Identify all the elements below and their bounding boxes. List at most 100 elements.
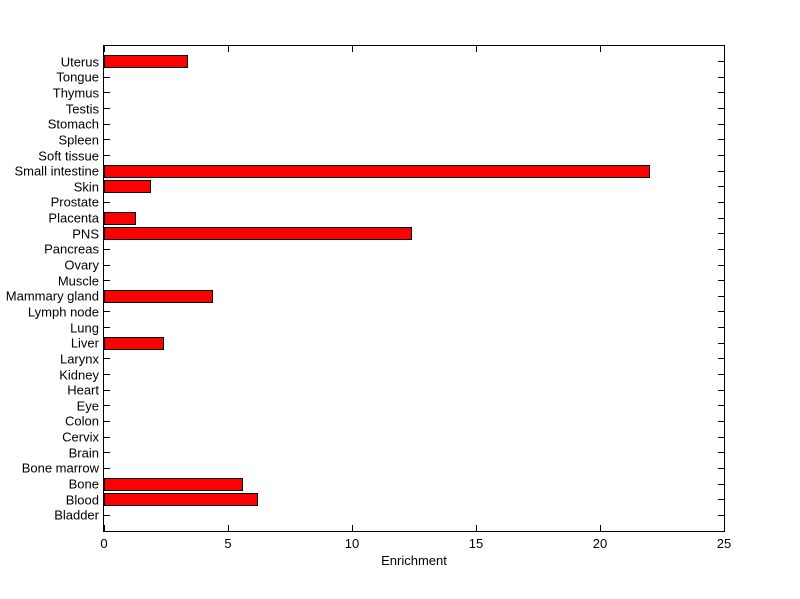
bar — [104, 211, 137, 225]
x-tick-bottom — [103, 525, 105, 531]
y-tick-left — [104, 514, 110, 516]
x-tick-top — [227, 46, 229, 52]
y-tick-right — [718, 61, 724, 63]
x-tick-bottom — [723, 525, 725, 531]
y-tick-right — [718, 123, 724, 125]
x-tick-top — [475, 46, 477, 52]
x-tick-label: 25 — [716, 536, 732, 551]
bar — [104, 227, 412, 241]
x-tick-label: 5 — [224, 536, 232, 551]
bar — [104, 477, 243, 491]
y-tick-right — [718, 170, 724, 172]
y-tick-left — [104, 76, 110, 78]
y-axis-label: Placenta — [48, 210, 99, 226]
y-axis-label: Testis — [65, 101, 99, 117]
y-tick-right — [718, 280, 724, 282]
x-tick-top — [599, 46, 601, 52]
y-tick-right — [718, 358, 724, 360]
y-axis-label: Brain — [68, 445, 99, 461]
x-tick-top — [723, 46, 725, 52]
y-tick-right — [718, 389, 724, 391]
y-tick-right — [718, 436, 724, 438]
y-tick-right — [718, 405, 724, 407]
plot-area — [103, 45, 725, 532]
y-tick-right — [718, 452, 724, 454]
y-axis-label: Ovary — [64, 257, 99, 273]
x-axis-title: Enrichment — [381, 553, 447, 568]
y-axis-label: Small intestine — [14, 163, 99, 179]
y-axis-label: Bladder — [54, 507, 99, 523]
bar — [104, 493, 258, 507]
y-tick-right — [718, 342, 724, 344]
y-tick-right — [718, 264, 724, 266]
y-tick-left — [104, 420, 110, 422]
y-tick-left — [104, 139, 110, 141]
x-tick-label: 0 — [100, 536, 108, 551]
y-tick-left — [104, 467, 110, 469]
y-axis-label: Bone marrow — [21, 460, 99, 476]
y-tick-left — [104, 311, 110, 313]
y-tick-right — [718, 92, 724, 94]
y-tick-left — [104, 155, 110, 157]
y-tick-left — [104, 108, 110, 110]
y-axis-label: Bone — [68, 476, 99, 492]
x-tick-top — [103, 46, 105, 52]
y-tick-left — [104, 358, 110, 360]
y-tick-left — [104, 436, 110, 438]
y-tick-right — [718, 201, 724, 203]
y-axis-label: Lung — [70, 320, 99, 336]
y-tick-left — [104, 280, 110, 282]
y-tick-right — [718, 467, 724, 469]
y-axis-label: Heart — [67, 382, 99, 398]
bar — [104, 164, 650, 178]
y-tick-right — [718, 217, 724, 219]
y-tick-right — [718, 139, 724, 141]
x-tick-top — [351, 46, 353, 52]
y-tick-right — [718, 499, 724, 501]
y-tick-right — [718, 108, 724, 110]
bar — [104, 55, 189, 69]
y-axis-label: Larynx — [59, 351, 99, 367]
y-tick-left — [104, 201, 110, 203]
y-axis-label: Colon — [65, 413, 99, 429]
y-tick-right — [718, 76, 724, 78]
bar — [104, 289, 214, 303]
y-axis-label: Kidney — [59, 367, 99, 383]
y-tick-left — [104, 374, 110, 376]
y-tick-left — [104, 92, 110, 94]
y-tick-right — [718, 514, 724, 516]
y-axis-label: Prostate — [50, 194, 99, 210]
bar — [104, 336, 164, 350]
y-axis-label: Soft tissue — [38, 148, 99, 164]
y-axis-label: Cervix — [62, 429, 99, 445]
y-axis-label: Stomach — [47, 116, 99, 132]
y-tick-left — [104, 405, 110, 407]
y-tick-right — [718, 248, 724, 250]
x-tick-bottom — [475, 525, 477, 531]
y-tick-right — [718, 155, 724, 157]
y-axis-label: Blood — [65, 492, 99, 508]
x-tick-bottom — [599, 525, 601, 531]
y-axis-label: Spleen — [58, 132, 99, 148]
y-tick-right — [718, 295, 724, 297]
y-tick-right — [718, 311, 724, 313]
y-tick-right — [718, 186, 724, 188]
y-axis-label: Uterus — [60, 54, 99, 70]
x-tick-bottom — [227, 525, 229, 531]
y-axis-label: Tongue — [56, 69, 99, 85]
x-tick-label: 15 — [468, 536, 484, 551]
x-tick-bottom — [351, 525, 353, 531]
y-tick-right — [718, 327, 724, 329]
y-axis-label: Thymus — [52, 85, 99, 101]
y-axis-label: Muscle — [57, 273, 99, 289]
x-tick-label: 20 — [592, 536, 608, 551]
y-tick-left — [104, 123, 110, 125]
y-tick-right — [718, 420, 724, 422]
y-axis-label: Liver — [70, 335, 99, 351]
y-tick-left — [104, 264, 110, 266]
y-tick-right — [718, 233, 724, 235]
y-tick-right — [718, 483, 724, 485]
x-tick-label: 10 — [344, 536, 360, 551]
y-axis-label: Mammary gland — [5, 288, 99, 304]
